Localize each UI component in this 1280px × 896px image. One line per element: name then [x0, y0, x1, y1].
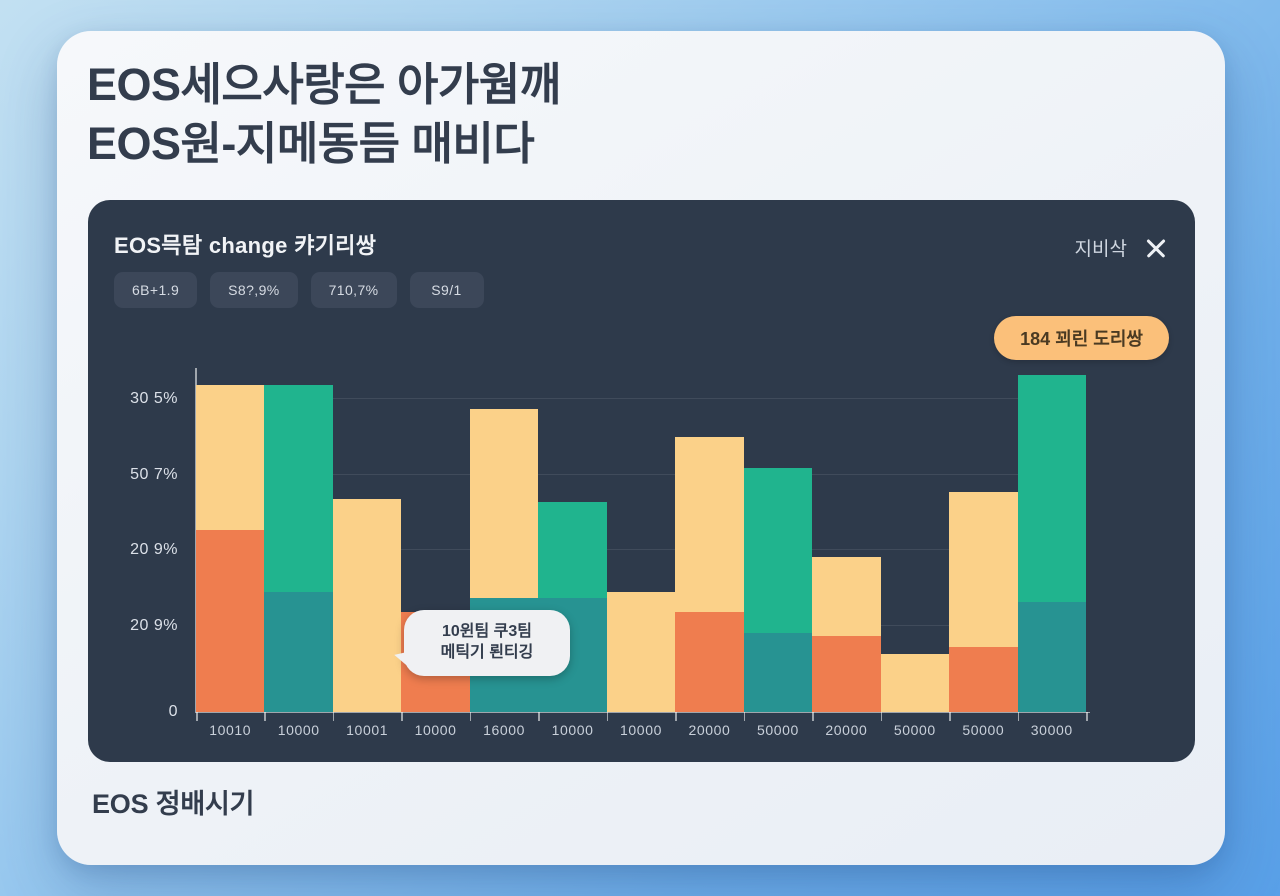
x-axis-tick-mark	[196, 712, 198, 721]
headline-line-1: EOS세으사랑은 아가웜깨	[87, 59, 561, 110]
x-axis-tick-mark	[812, 712, 814, 721]
bar[interactable]	[812, 557, 881, 712]
bar-segment	[675, 436, 744, 613]
bar[interactable]	[264, 385, 333, 712]
bar-segment	[675, 612, 744, 712]
x-axis-tick-mark	[264, 712, 266, 721]
bar-segment	[264, 591, 333, 712]
x-axis-tick-label: 50000	[756, 722, 799, 738]
headline-line-2: EOS원-지메동듬 매비다	[87, 118, 535, 170]
x-axis-tick-mark	[880, 712, 883, 721]
x-axis-tick-marks	[196, 712, 1088, 722]
gridline	[196, 473, 1086, 475]
x-axis-tick-label: 16000	[483, 722, 526, 738]
chart-panel-title: EOS믁탐 change 캬기리쌍	[114, 233, 377, 258]
close-icon[interactable]	[1143, 235, 1169, 261]
bar-segment	[1017, 601, 1086, 712]
plot-area	[195, 368, 1091, 713]
bar-segment	[743, 467, 813, 633]
page-title: EOS세으사랑은 아가웜깨 EOS원-지메동듬 매비다	[87, 55, 1177, 174]
bar[interactable]	[880, 653, 950, 712]
bar-segment	[196, 529, 265, 712]
status-badge: 184 꾀린 도리쌍	[994, 316, 1169, 360]
x-axis-tick-label: 10000	[414, 722, 457, 738]
bar-segment	[606, 591, 676, 712]
bar[interactable]	[675, 436, 744, 712]
gridline	[196, 397, 1086, 399]
bar[interactable]	[743, 467, 813, 712]
chart-tooltip: 10윈팀 쿠3팀 메틱기 뢴티깅	[392, 610, 570, 676]
x-axis-tick-label: 20000	[825, 722, 868, 738]
y-axis-tick-label: 20 9%	[130, 617, 178, 634]
y-axis-line	[195, 368, 197, 712]
y-axis-tick-label: 0	[168, 703, 178, 720]
bar-segment	[949, 491, 1018, 647]
x-axis-tick-mark	[401, 712, 403, 721]
x-axis-tick-label: 50000	[962, 722, 1005, 738]
bar[interactable]	[196, 385, 265, 712]
x-axis-tick-label: 10010	[209, 722, 252, 738]
x-axis-tick-mark	[949, 712, 951, 721]
bar-segment	[264, 385, 333, 592]
action-label[interactable]: 지비삭	[1074, 239, 1127, 260]
x-axis-tick-mark	[538, 712, 540, 721]
x-axis-tick-label: 10000	[620, 722, 662, 738]
x-axis-tick-label: 10001	[346, 722, 389, 738]
x-axis-tick-mark	[743, 712, 746, 721]
filter-chip[interactable]: S9/1	[409, 272, 484, 308]
x-axis-tick-label: 50000	[893, 722, 936, 738]
bar[interactable]	[949, 491, 1018, 712]
bar-segment	[812, 557, 881, 637]
chart-panel-actions: 지비삭	[1075, 234, 1169, 261]
chart-panel: EOS믁탐 change 캬기리쌍 지비삭 6B+1.9 S8?,9% 710,7%…	[88, 200, 1195, 762]
bar-segment	[880, 653, 950, 712]
bar-segment	[949, 646, 1018, 712]
x-axis-tick-mark	[675, 712, 677, 721]
filter-chip-row: 6B+1.9 S8?,9% 710,7% S9/1	[114, 272, 484, 308]
y-axis-tick-label: 50 7%	[130, 465, 178, 483]
filter-chip[interactable]: 710,7%	[310, 272, 397, 308]
bar-segment	[812, 636, 881, 712]
x-axis-tick-label: 20000	[688, 722, 731, 738]
filter-chip[interactable]: S8?,9%	[210, 272, 298, 308]
y-axis-tick-label: 30 5%	[130, 389, 178, 407]
x-axis-tick-mark	[469, 712, 472, 721]
bar[interactable]	[538, 502, 607, 712]
y-axis-tick-label: 20 9%	[130, 541, 178, 559]
x-axis-tick-mark	[332, 712, 335, 721]
x-axis-line	[195, 711, 1091, 713]
x-axis-tick-mark	[1086, 712, 1088, 721]
bar-segment	[196, 385, 265, 530]
x-axis-tick-label: 10000	[277, 722, 320, 738]
content-card: EOS세으사랑은 아가웜깨 EOS원-지메동듬 매비다 EOS믁탐 change…	[57, 31, 1225, 865]
bar-segment	[469, 409, 539, 599]
bar[interactable]	[332, 498, 402, 712]
footer-label: EOS 정배시기	[92, 789, 255, 819]
tooltip-line-1: 10윈팀 쿠3팀	[441, 623, 533, 640]
filter-chip[interactable]: 6B+1.9	[114, 272, 198, 308]
x-axis-tick-mark	[1017, 712, 1020, 721]
gridline	[196, 549, 1086, 551]
x-axis-tick-label: 30000	[1030, 722, 1073, 738]
bar-segment	[332, 498, 402, 712]
bar-segment	[1017, 374, 1086, 602]
x-axis-tick-label: 10000	[551, 722, 594, 738]
y-axis-labels: 30 5% 50 7% 20 9% 20 9% 0	[88, 368, 188, 720]
bar-segment	[743, 632, 813, 712]
x-axis-tick-mark	[606, 712, 609, 721]
bar-segment	[538, 502, 607, 599]
bar[interactable]	[606, 591, 676, 712]
bar[interactable]	[1017, 374, 1086, 712]
x-axis-labels: 10010 10000 10001 10000 16000 10000 10000 20000…	[196, 722, 1086, 752]
tooltip-line-2: 메틱기 뢴티깅	[440, 644, 534, 662]
